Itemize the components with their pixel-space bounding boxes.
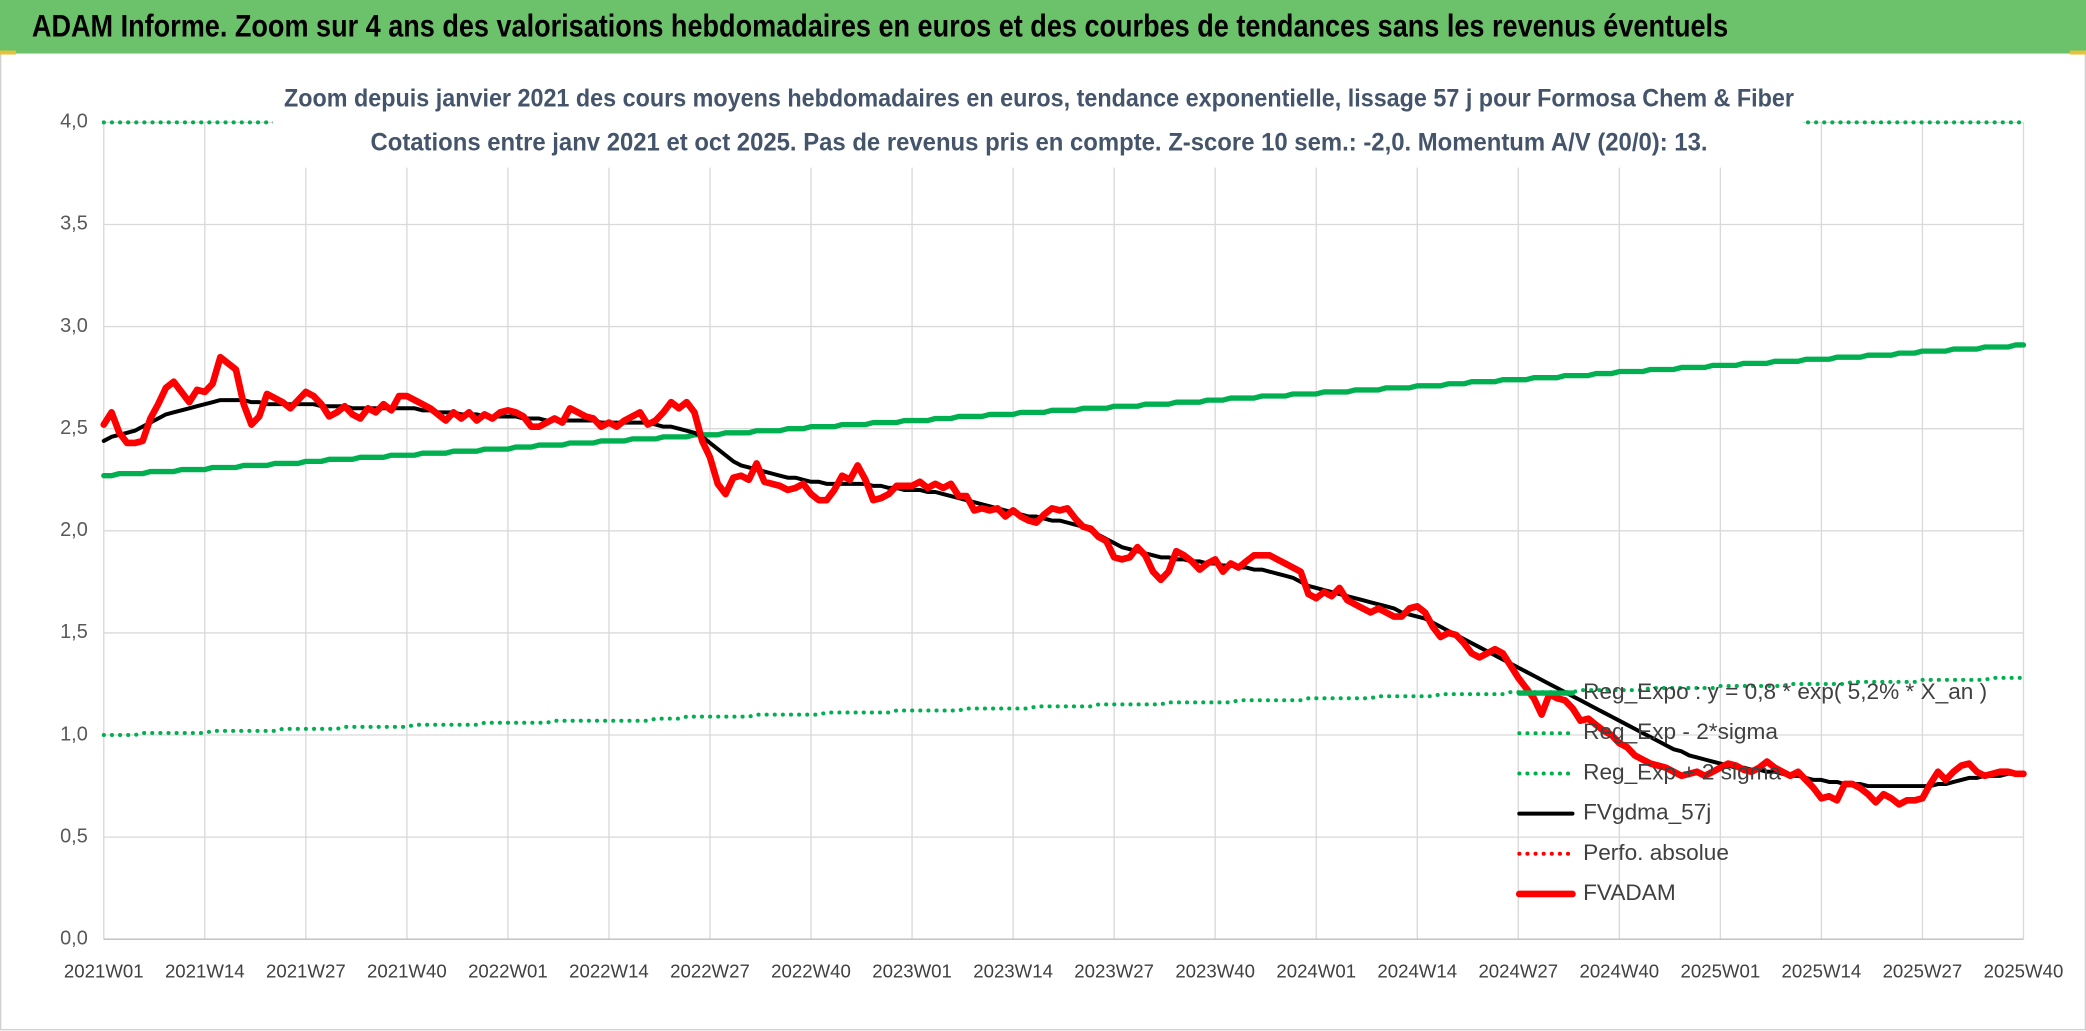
- x-tick-label: 2024W40: [1579, 960, 1659, 981]
- x-tick-label: 2024W01: [1276, 960, 1356, 981]
- banner-accent: [2070, 50, 2086, 55]
- banner-accent: [0, 50, 16, 55]
- x-tick-label: 2021W14: [165, 960, 245, 981]
- x-tick-label: 2022W27: [670, 960, 750, 981]
- y-tick-label: 4,0: [60, 111, 88, 133]
- legend-label: FVADAM: [1583, 880, 1676, 905]
- legend-label: Reg_Exp - 2*sigma: [1583, 719, 1778, 744]
- legend-label: Reg_Exp + 2 sigma: [1583, 759, 1781, 784]
- header-banner: [0, 0, 2086, 54]
- x-tick-label: 2022W40: [771, 960, 851, 981]
- y-tick-label: 2,0: [60, 519, 88, 541]
- x-tick-label: 2025W14: [1782, 960, 1862, 981]
- x-tick-label: 2022W01: [468, 960, 548, 981]
- x-tick-label: 2025W01: [1681, 960, 1761, 981]
- x-tick-label: 2021W01: [64, 960, 144, 981]
- legend-label: FVgdma_57j: [1583, 800, 1711, 825]
- x-tick-label: 2023W40: [1175, 960, 1255, 981]
- header-title: ADAM Informe. Zoom sur 4 ans des valoris…: [32, 7, 1728, 43]
- chart-frame: [0, 52, 2086, 1031]
- x-tick-label: 2023W14: [973, 960, 1053, 981]
- y-tick-label: 3,0: [60, 315, 88, 337]
- series-line: [100, 353, 2027, 808]
- x-tick-label: 2021W27: [266, 960, 346, 981]
- y-tick-label: 1,0: [60, 723, 88, 745]
- x-tick-label: 2024W27: [1478, 960, 1558, 981]
- x-tick-label: 2021W40: [367, 960, 447, 981]
- series-line: [101, 398, 2026, 789]
- x-tick-label: 2022W14: [569, 960, 649, 981]
- x-tick-label: 2024W14: [1377, 960, 1457, 981]
- legend-label: Perfo. absolue: [1583, 840, 1729, 865]
- y-tick-label: 3,5: [60, 213, 88, 235]
- y-tick-label: 1,5: [60, 621, 88, 643]
- series-line: [101, 342, 2027, 479]
- x-tick-label: 2023W01: [872, 960, 952, 981]
- x-tick-label: 2023W27: [1074, 960, 1154, 981]
- chart-title: Zoom depuis janvier 2021 des cours moyen…: [284, 84, 1794, 112]
- grid: 0,0 0,5 1,0 1,5 2,0 2,5 3,0 3,5 4,0 2021W01 2021W1…: [60, 111, 2063, 982]
- y-tick-label: 0,5: [60, 825, 88, 847]
- legend-label: Reg_Expo : y = 0,8 * exp( 5,2% * X_an ): [1583, 679, 1987, 704]
- y-tick-label: 2,5: [60, 417, 88, 439]
- x-tick-label: 2025W27: [1883, 960, 1963, 981]
- title-box: [272, 74, 1803, 168]
- x-tick-label: 2025W40: [1984, 960, 2064, 981]
- y-tick-label: 0,0: [60, 927, 88, 949]
- legend: Reg_Expo : y = 0,8 * exp( 5,2% * X_an ) R…: [1515, 679, 1987, 905]
- series-line: [101, 675, 2026, 737]
- chart-subtitle: Cotations entre janv 2021 et oct 2025. P…: [371, 128, 1708, 156]
